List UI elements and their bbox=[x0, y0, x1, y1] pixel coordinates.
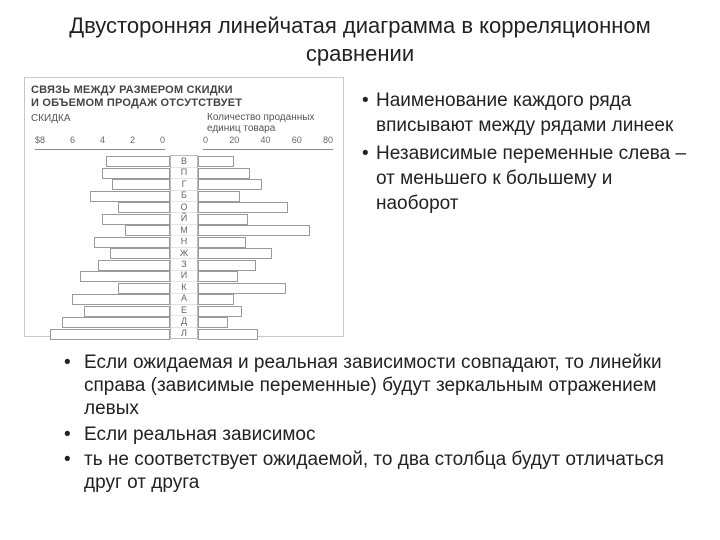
right-bar bbox=[198, 168, 250, 179]
right-bar bbox=[198, 248, 272, 259]
scale-tick: 80 bbox=[323, 135, 333, 145]
bullet-dot-icon: • bbox=[362, 142, 376, 216]
center-letter: В bbox=[171, 156, 197, 166]
right-axis-line bbox=[203, 149, 333, 150]
center-letter: Н bbox=[171, 235, 197, 246]
left-axis-line bbox=[35, 149, 165, 150]
right-bar bbox=[198, 214, 248, 225]
center-letter: Е bbox=[171, 304, 197, 315]
bullet-dot-icon: • bbox=[362, 89, 376, 138]
chart-header-line1: СВЯЗЬ МЕЖДУ РАЗМЕРОМ СКИДКИ bbox=[31, 84, 233, 96]
right-bar bbox=[198, 179, 262, 190]
bottom-bullets: • Если ожидаемая и реальная зависимости … bbox=[24, 351, 696, 494]
chart-header: СВЯЗЬ МЕЖДУ РАЗМЕРОМ СКИДКИ И ОБЪЕМОМ ПР… bbox=[31, 84, 337, 109]
scale-tick: 0 bbox=[203, 135, 208, 145]
right-bar bbox=[198, 202, 288, 213]
scale-tick: 60 bbox=[292, 135, 302, 145]
right-bar bbox=[198, 317, 228, 328]
bottom-bullet: • Если реальная зависимос bbox=[64, 423, 696, 446]
right-bar bbox=[198, 271, 238, 282]
center-letter: Г bbox=[171, 178, 197, 189]
left-bar bbox=[84, 306, 170, 317]
left-bar bbox=[118, 283, 170, 294]
left-bar bbox=[102, 214, 170, 225]
left-bar bbox=[90, 191, 170, 202]
left-scale: $8 6 4 2 0 bbox=[35, 135, 165, 145]
right-bar bbox=[198, 191, 240, 202]
left-axis-label: СКИДКА bbox=[31, 113, 71, 124]
left-bar bbox=[80, 271, 170, 282]
center-letter: А bbox=[171, 293, 197, 304]
bottom-bullet-text: ть не соответствует ожидаемой, то два ст… bbox=[84, 448, 696, 494]
bullet-dot-icon: • bbox=[64, 423, 84, 446]
bottom-bullet: • Если ожидаемая и реальная зависимости … bbox=[64, 351, 696, 421]
bar-row-left bbox=[31, 328, 170, 341]
scale-tick: 2 bbox=[130, 135, 135, 145]
center-letter: З bbox=[171, 258, 197, 269]
right-scale: 0 20 40 60 80 bbox=[203, 135, 333, 145]
left-bar bbox=[106, 156, 170, 167]
left-bar bbox=[98, 260, 170, 271]
side-bullet-text: Наименование каждого ряда вписывают межд… bbox=[376, 89, 696, 138]
left-bar bbox=[112, 179, 170, 190]
scale-tick: 6 bbox=[70, 135, 75, 145]
chart-header-line2: И ОБЪЕМОМ ПРОДАЖ ОТСУТСТВУЕТ bbox=[31, 97, 242, 109]
bottom-bullet-text: Если ожидаемая и реальная зависимости со… bbox=[84, 351, 696, 421]
center-labels-column: ВПГБОЙМНЖЗИКАЕДЛ bbox=[170, 155, 198, 339]
left-bar bbox=[94, 237, 170, 248]
left-bar bbox=[62, 317, 170, 328]
scale-tick: 0 bbox=[160, 135, 165, 145]
left-bar bbox=[72, 294, 170, 305]
right-bar bbox=[198, 260, 256, 271]
bullet-dot-icon: • bbox=[64, 351, 84, 421]
top-row: СВЯЗЬ МЕЖДУ РАЗМЕРОМ СКИДКИ И ОБЪЕМОМ ПР… bbox=[24, 77, 696, 337]
scale-tick: 40 bbox=[260, 135, 270, 145]
side-bullet: • Наименование каждого ряда вписывают ме… bbox=[362, 89, 696, 138]
right-axis-label: Количество проданных единиц товара bbox=[207, 113, 337, 134]
side-bullet: • Независимые переменные слева – от мень… bbox=[362, 142, 696, 216]
right-bar bbox=[198, 283, 286, 294]
page-title: Двусторонняя линейчатая диаграмма в корр… bbox=[24, 12, 696, 67]
scales-row: $8 6 4 2 0 0 20 40 60 80 bbox=[31, 135, 337, 149]
right-bar bbox=[198, 294, 234, 305]
left-bar bbox=[50, 329, 170, 340]
bar-row-right bbox=[198, 328, 337, 341]
right-bar bbox=[198, 225, 310, 236]
center-letter: Л bbox=[171, 327, 197, 338]
center-letter: К bbox=[171, 281, 197, 292]
bottom-bullet-text: Если реальная зависимос bbox=[84, 423, 315, 446]
center-letter: Д bbox=[171, 315, 197, 326]
right-bar bbox=[198, 306, 242, 317]
left-bar bbox=[110, 248, 170, 259]
right-bar bbox=[198, 156, 234, 167]
left-bar bbox=[118, 202, 170, 213]
right-bar bbox=[198, 237, 246, 248]
axis-labels-row: СКИДКА Количество проданных единиц товар… bbox=[31, 113, 337, 134]
scale-tick: 20 bbox=[229, 135, 239, 145]
bullet-dot-icon: • bbox=[64, 448, 84, 494]
side-notes: • Наименование каждого ряда вписывают ме… bbox=[356, 77, 696, 337]
chart-container: СВЯЗЬ МЕЖДУ РАЗМЕРОМ СКИДКИ И ОБЪЕМОМ ПР… bbox=[24, 77, 344, 337]
scale-tick: 4 bbox=[100, 135, 105, 145]
center-letter: П bbox=[171, 167, 197, 178]
side-bullet-text: Независимые переменные слева – от меньше… bbox=[376, 142, 696, 216]
bottom-bullet: • ть не соответствует ожидаемой, то два … bbox=[64, 448, 696, 494]
center-letter: Ж bbox=[171, 247, 197, 258]
center-letter: Й bbox=[171, 212, 197, 223]
center-letter: Б bbox=[171, 190, 197, 201]
center-letter: М bbox=[171, 224, 197, 235]
scale-tick: $8 bbox=[35, 135, 45, 145]
center-letter: О bbox=[171, 201, 197, 212]
bars-area: ВПГБОЙМНЖЗИКАЕДЛ bbox=[31, 155, 337, 339]
right-bar bbox=[198, 329, 258, 340]
center-letter: И bbox=[171, 270, 197, 281]
left-bar bbox=[102, 168, 170, 179]
left-bar bbox=[125, 225, 170, 236]
